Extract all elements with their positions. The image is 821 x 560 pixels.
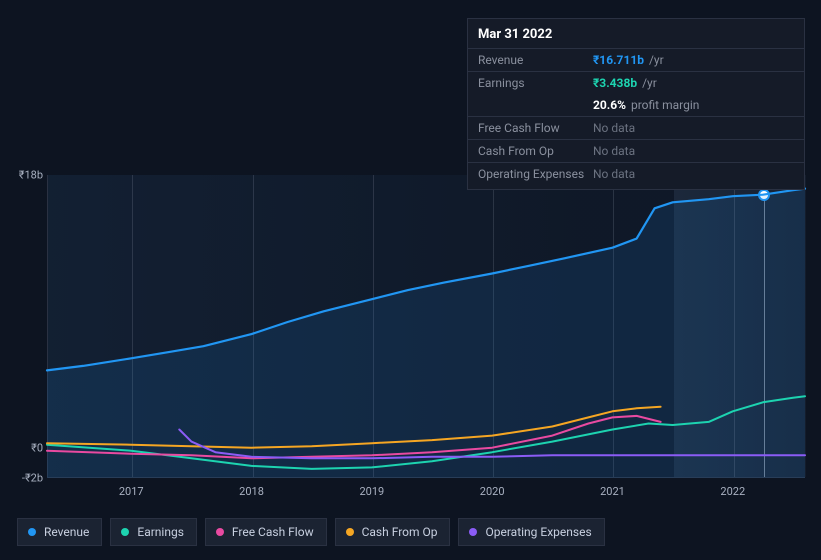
tooltip-row-value: ₹16.711b /yr (593, 53, 794, 67)
legend-label: Operating Expenses (485, 525, 591, 539)
y-axis-label: -₹2b (3, 472, 43, 485)
tooltip-row-label: Revenue (478, 53, 593, 67)
legend-item[interactable]: Operating Expenses (458, 518, 604, 546)
chart-lines-svg (47, 175, 805, 478)
legend-item[interactable]: Free Cash Flow (205, 518, 327, 546)
legend-item[interactable]: Earnings (110, 518, 197, 546)
chart-tooltip: Mar 31 2022 Revenue₹16.711b /yrEarnings₹… (467, 18, 805, 190)
y-axis-label: ₹0 (3, 441, 43, 454)
legend-label: Earnings (137, 525, 184, 539)
tooltip-title: Mar 31 2022 (468, 23, 804, 48)
x-axis-label: 2020 (480, 485, 505, 498)
x-axis-label: 2021 (600, 485, 625, 498)
tooltip-row: Free Cash FlowNo data (468, 116, 804, 139)
legend-dot-icon (121, 528, 129, 536)
tooltip-row-value: No data (593, 167, 794, 181)
tooltip-row-label: Earnings (478, 76, 593, 90)
legend-dot-icon (469, 528, 477, 536)
legend-item[interactable]: Revenue (17, 518, 102, 546)
tooltip-row: Earnings₹3.438b /yr (468, 71, 804, 94)
x-axis-label: 2017 (119, 485, 144, 498)
legend-label: Free Cash Flow (232, 525, 314, 539)
tooltip-row: Cash From OpNo data (468, 139, 804, 162)
legend-label: Revenue (44, 525, 89, 539)
tooltip-row-label: Operating Expenses (478, 167, 593, 181)
tooltip-row-value: No data (593, 121, 794, 135)
y-axis-label: ₹18b (3, 169, 43, 182)
tooltip-row-value: 20.6% profit margin (593, 98, 794, 112)
legend-label: Cash From Op (362, 525, 438, 539)
x-axis-label: 2018 (239, 485, 264, 498)
tooltip-row: Revenue₹16.711b /yr (468, 48, 804, 71)
tooltip-row-label: Cash From Op (478, 144, 593, 158)
tooltip-row-label: Free Cash Flow (478, 121, 593, 135)
x-axis-label: 2019 (359, 485, 384, 498)
tooltip-row-value: ₹3.438b /yr (593, 76, 794, 90)
legend-item[interactable]: Cash From Op (335, 518, 451, 546)
series-area (47, 189, 805, 478)
legend-dot-icon (216, 528, 224, 536)
tooltip-row-label (478, 98, 593, 112)
tooltip-row-value: No data (593, 144, 794, 158)
chart-area[interactable]: ₹18b₹0-₹2b 201720182019202020212022 (17, 175, 805, 478)
legend-dot-icon (346, 528, 354, 536)
tooltip-row: 20.6% profit margin (468, 94, 804, 116)
x-axis-label: 2022 (720, 485, 745, 498)
legend: Revenue Earnings Free Cash Flow Cash From O… (17, 518, 605, 546)
tooltip-row: Operating ExpensesNo data (468, 162, 804, 185)
legend-dot-icon (28, 528, 36, 536)
